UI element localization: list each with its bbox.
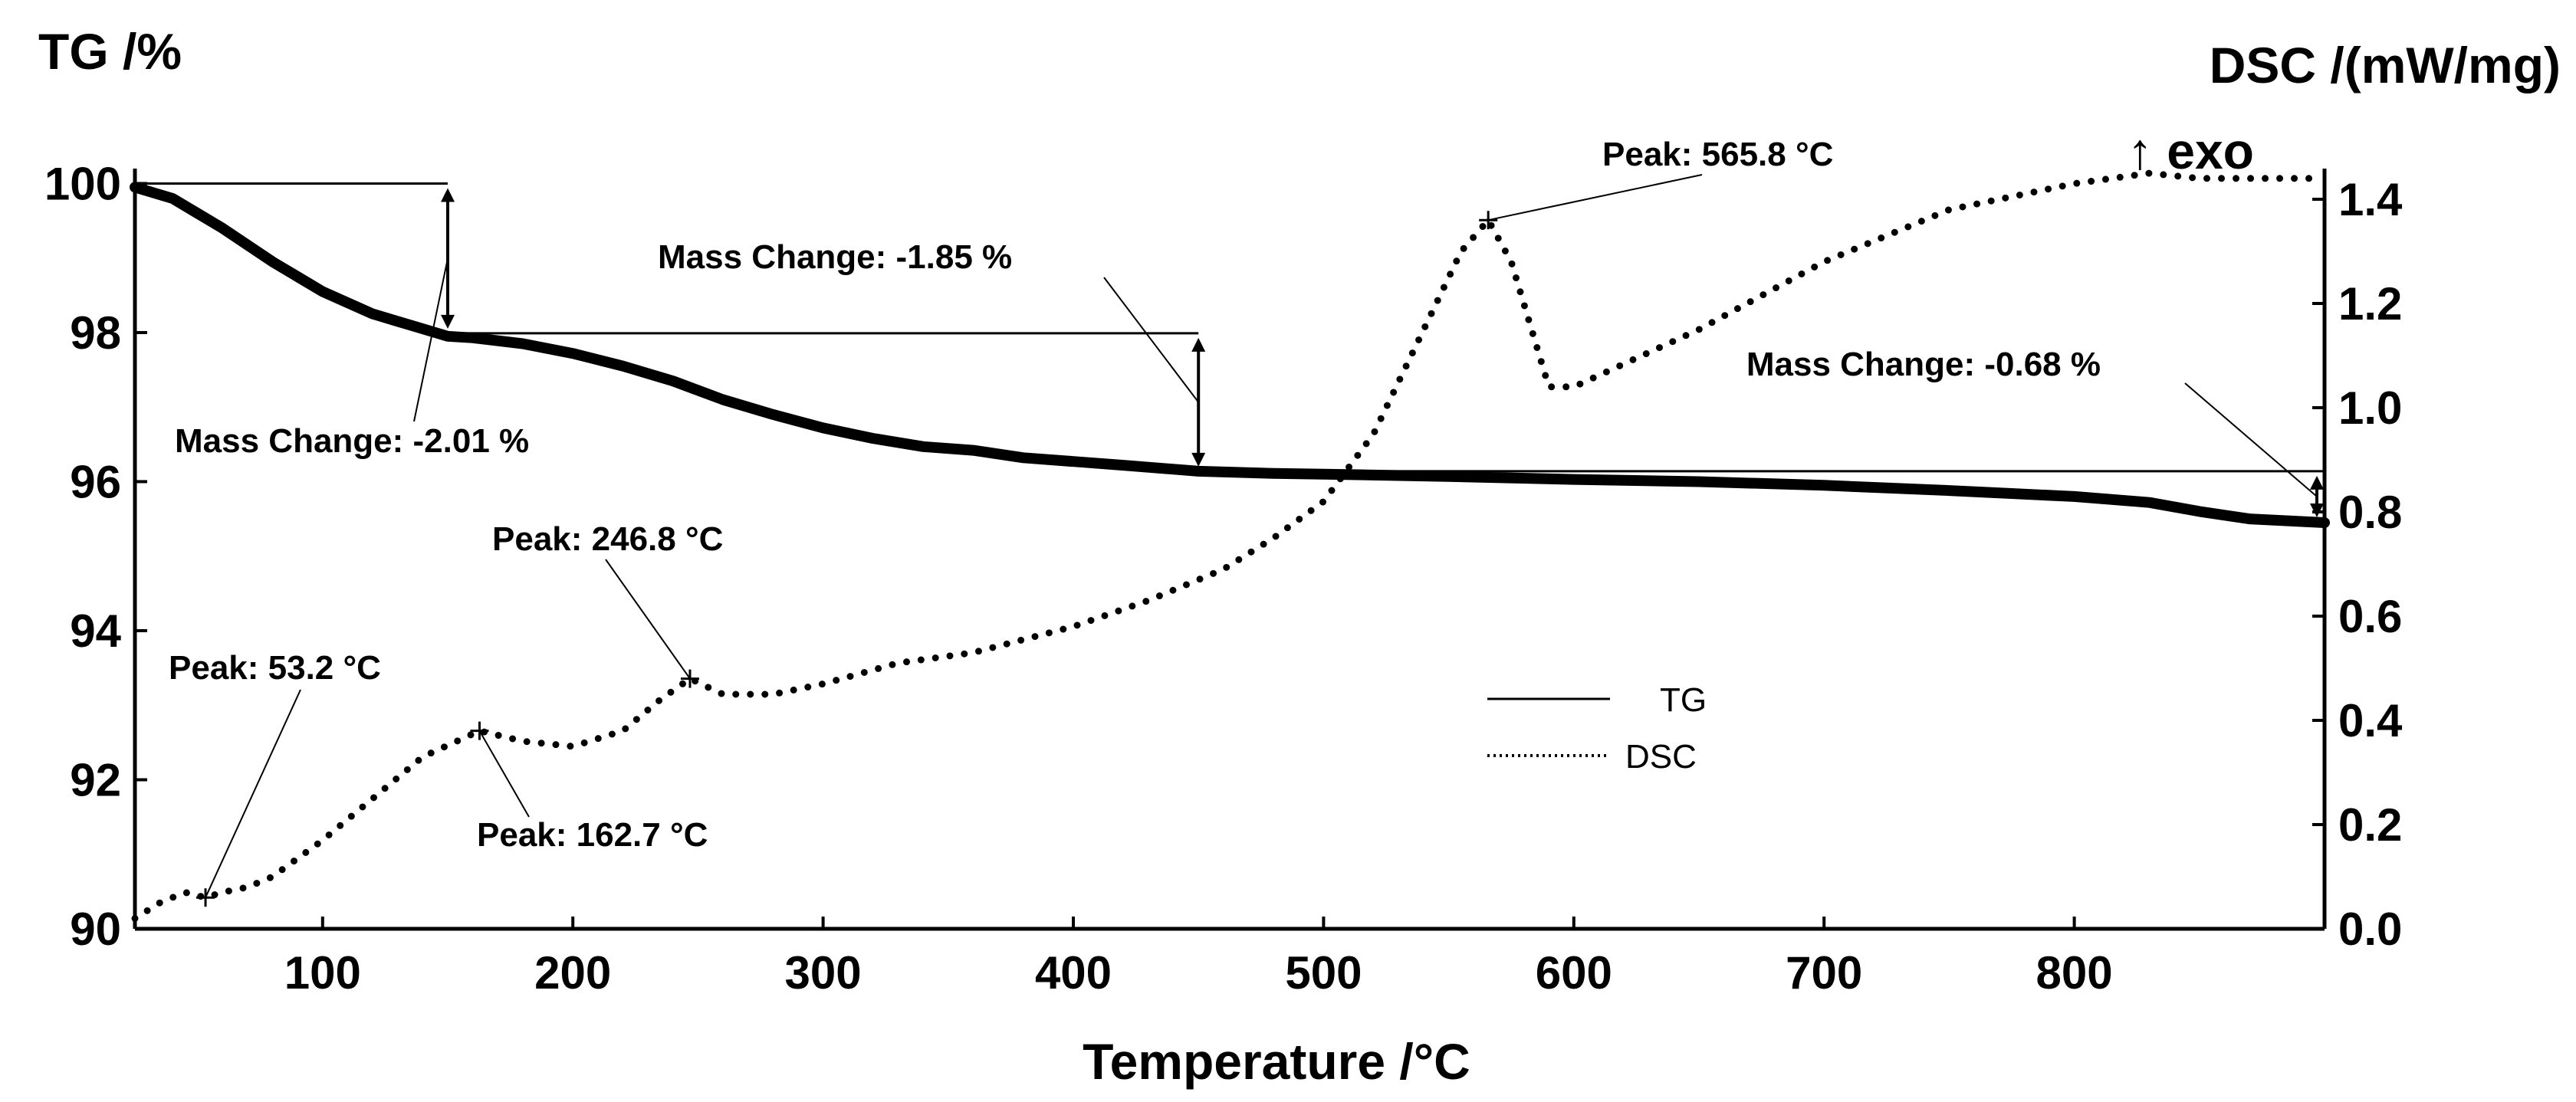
- y-right-tick-label: 1.0: [2338, 382, 2402, 434]
- mass-change-arrowhead-up: [1191, 337, 1206, 352]
- legend-label-tg: TG: [1660, 681, 1707, 719]
- x-tick-label: 400: [1035, 947, 1112, 999]
- mass-change-arrowhead-up: [441, 188, 455, 202]
- peak-leader: [478, 730, 530, 818]
- legend: TG DSC: [1487, 681, 1707, 776]
- x-tick-label: 700: [1786, 947, 1862, 999]
- mass-change-leader: [2184, 382, 2318, 497]
- x-tick-label: 100: [284, 947, 361, 999]
- y-right-tick-label: 0.0: [2338, 904, 2402, 955]
- y-left-tick-label: 94: [70, 605, 121, 657]
- left-axis-title: TG /%: [38, 23, 182, 80]
- peak-leader: [1487, 174, 1703, 221]
- mass-change-label: Mass Change: -0.68 %: [1746, 346, 2101, 383]
- series-dsc-line: [131, 169, 2316, 922]
- y-left-tick-label: 98: [70, 307, 121, 359]
- legend-label-dsc: DSC: [1625, 738, 1697, 776]
- y-right-tick-label: 1.4: [2338, 174, 2403, 225]
- peak-label: Peak: 246.8 °C: [492, 520, 723, 558]
- x-tick-label: 800: [2036, 947, 2113, 999]
- mass-change-leader: [1103, 277, 1199, 403]
- mass-change-leader: [413, 257, 449, 422]
- x-axis-title: Temperature /°C: [1083, 1033, 1470, 1090]
- y-left-tick-label: 92: [70, 754, 121, 805]
- y-left-tick-label: 100: [44, 158, 121, 209]
- mass-change-arrowhead-down: [2310, 503, 2324, 517]
- right-axis-title: DSC /(mW/mg): [2210, 37, 2561, 93]
- axes-group: 100 200 300 400 500 600 700 800 90 92 94 96 98 100 0.0…: [44, 158, 2403, 999]
- peak-leader: [605, 559, 691, 680]
- peak-label: Peak: 162.7 °C: [477, 816, 708, 854]
- x-tick-label: 500: [1285, 947, 1362, 999]
- series-tg-line: [130, 182, 2330, 528]
- mass-change-arrowhead-down: [441, 314, 455, 329]
- mass-change-arrowhead-up: [2310, 475, 2324, 490]
- y-left-tick-label: 96: [70, 456, 121, 507]
- x-tick-label: 300: [785, 947, 862, 999]
- series-group: [130, 169, 2330, 922]
- peak-label: Peak: 565.8 °C: [1602, 136, 1833, 173]
- peak-leader: [205, 689, 301, 898]
- annotations-group: Mass Change: -2.01 % Mass Change: -1.85 %…: [135, 136, 2325, 907]
- x-tick-label: 200: [534, 947, 611, 999]
- y-right-tick-label: 0.4: [2338, 695, 2403, 746]
- y-left-tick-label: 90: [70, 904, 121, 955]
- mass-change-label: Mass Change: -1.85 %: [658, 238, 1012, 276]
- peak-label: Peak: 53.2 °C: [169, 649, 381, 687]
- y-right-tick-label: 0.6: [2338, 591, 2402, 642]
- y-right-tick-label: 0.8: [2338, 487, 2402, 538]
- mass-change-label: Mass Change: -2.01 %: [175, 422, 529, 460]
- mass-change-arrowhead-down: [1191, 452, 1206, 467]
- exo-direction-label: ↑ exo: [2128, 123, 2254, 179]
- y-right-tick-label: 1.2: [2338, 278, 2402, 330]
- y-right-tick-label: 0.2: [2338, 799, 2402, 851]
- x-tick-label: 600: [1536, 947, 1612, 999]
